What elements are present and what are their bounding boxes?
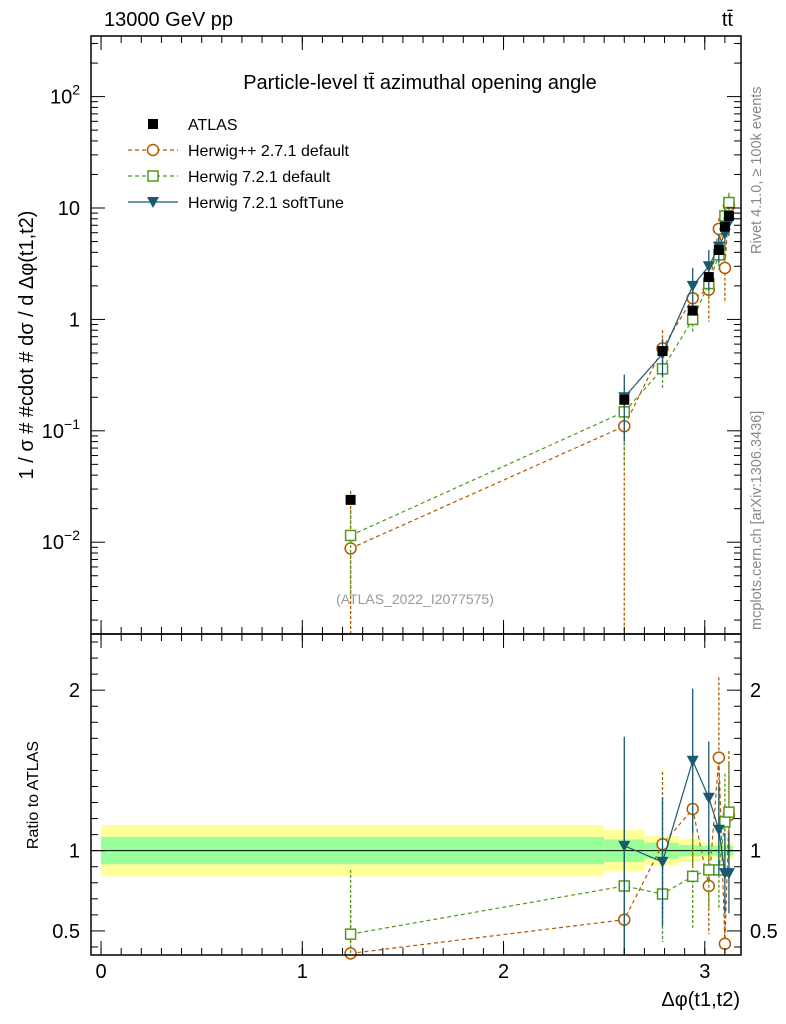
data-point bbox=[686, 313, 699, 326]
data-point bbox=[703, 272, 714, 283]
ratio-series bbox=[618, 688, 735, 955]
data-point bbox=[723, 806, 735, 818]
y-tick-label: 1 bbox=[69, 309, 80, 331]
y-tick-exponent: 2 bbox=[72, 82, 80, 98]
data-point bbox=[619, 394, 630, 405]
data-point bbox=[703, 864, 715, 876]
y-tick-label: 10−1 bbox=[42, 416, 80, 443]
x-tick-label: 3 bbox=[699, 961, 710, 983]
series-herwig-2-7-1-default bbox=[344, 195, 736, 634]
data-point bbox=[718, 937, 732, 951]
series-atlas bbox=[345, 210, 734, 505]
x-tick-label: 0 bbox=[95, 961, 106, 983]
data-point bbox=[686, 755, 699, 767]
legend-label: Herwig 7.2.1 default bbox=[188, 169, 331, 186]
mcplots-label: mcplots.cern.ch [arXiv:1306.3436] bbox=[749, 411, 765, 630]
ratio-y-tick-label-right: 1 bbox=[750, 841, 761, 863]
series-line bbox=[350, 205, 730, 549]
data-point bbox=[687, 305, 698, 316]
ratio-y-tick-label-left: 1 bbox=[69, 841, 80, 863]
series-line bbox=[623, 222, 730, 398]
ratio-y-tick-label-left: 0.5 bbox=[52, 921, 80, 943]
x-tick-label: 2 bbox=[498, 961, 509, 983]
data-point bbox=[657, 346, 668, 357]
ratio-y-tick-label-right: 2 bbox=[750, 680, 761, 702]
series-line bbox=[350, 202, 730, 537]
data-point bbox=[344, 947, 357, 960]
data-point bbox=[712, 824, 725, 836]
data-point bbox=[686, 870, 699, 883]
legend-label: ATLAS bbox=[188, 117, 238, 134]
process-label: tt̄ bbox=[722, 9, 734, 31]
ratio-y-tick-label-right: 0.5 bbox=[750, 921, 778, 943]
data-point bbox=[722, 868, 735, 880]
analysis-label: (ATLAS_2022_I2077575) bbox=[336, 591, 494, 607]
x-tick-label: 1 bbox=[297, 961, 308, 983]
data-point bbox=[723, 210, 734, 221]
y-tick-label: 102 bbox=[50, 82, 80, 109]
y-tick-exponent: −2 bbox=[64, 527, 80, 543]
data-point bbox=[718, 261, 732, 275]
rivet-label: Rivet 4.1.0, ≥ 100k events bbox=[749, 86, 765, 254]
x-axis-label: Δφ(t1,t2) bbox=[661, 989, 740, 1011]
data-point bbox=[344, 928, 357, 940]
ratio-panel: 0.5 0.5 1 1 2 2 0 1 2 3 Ratio to ATLAS Δφ(t1,t2) bbox=[25, 633, 778, 1011]
main-panel: 10−2 10−1 1 10 102 Particle-level tt̄ azimut… bbox=[16, 35, 742, 635]
ratio-frame bbox=[90, 633, 742, 956]
energy-label: 13000 GeV pp bbox=[104, 9, 233, 31]
series-line bbox=[350, 757, 730, 954]
series-line bbox=[350, 811, 730, 935]
data-point bbox=[702, 792, 715, 804]
data-point bbox=[345, 494, 356, 505]
y-tick-label: 10−2 bbox=[42, 527, 80, 554]
legend-label: Herwig++ 2.7.1 default bbox=[188, 143, 350, 160]
legend-marker bbox=[147, 170, 159, 182]
legend-marker bbox=[146, 143, 160, 157]
legend-marker bbox=[147, 197, 159, 208]
ratio-y-label: Ratio to ATLAS bbox=[25, 741, 42, 849]
y-tick-label: 10 bbox=[58, 198, 80, 220]
legend-marker bbox=[148, 119, 158, 129]
data-point bbox=[723, 196, 735, 209]
data-point bbox=[719, 221, 730, 232]
series-herwig-7-2-1-default bbox=[344, 192, 735, 594]
y-tick-exponent: −1 bbox=[64, 416, 80, 432]
legend-label: Herwig 7.2.1 softTune bbox=[188, 195, 344, 212]
data-point bbox=[344, 529, 357, 542]
data-point bbox=[618, 840, 631, 852]
y-axis-label: 1 / σ # #cdot # dσ / d Δφ(t1,t2) bbox=[16, 211, 38, 480]
data-point bbox=[712, 751, 726, 764]
ratio-y-tick-label-left: 2 bbox=[69, 680, 80, 702]
chart-title: Particle-level tt̄ azimuthal opening ang… bbox=[243, 72, 597, 94]
data-point bbox=[702, 261, 715, 273]
data-point bbox=[656, 856, 669, 868]
legend: ATLAS Herwig++ 2.7.1 default Herwig 7.2.1 … bbox=[128, 117, 350, 212]
data-point bbox=[713, 244, 724, 255]
data-point bbox=[686, 280, 699, 292]
